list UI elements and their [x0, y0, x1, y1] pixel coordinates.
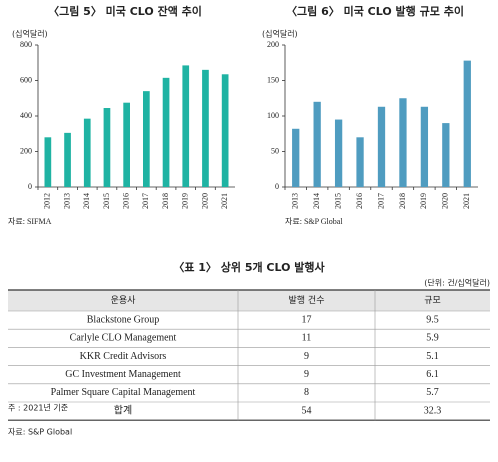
y-tick-label: 200	[20, 146, 32, 155]
bar	[463, 60, 471, 188]
x-tick-label: 2013	[62, 193, 71, 209]
bar	[221, 74, 229, 187]
y-axis-label: (십억달러)	[12, 29, 48, 39]
y-tick-label: 600	[20, 75, 32, 84]
x-tick-label: 2012	[43, 193, 52, 209]
table-cell: 8	[304, 387, 309, 398]
table-cell: 5.9	[426, 333, 439, 344]
x-tick-label: 2014	[82, 193, 91, 209]
y-tick-label: 800	[20, 40, 32, 49]
table-header-cell: 운용사	[111, 295, 137, 306]
bar	[162, 77, 170, 187]
table-cell: 11	[302, 333, 312, 344]
table-cell: Carlyle CLO Management	[70, 333, 177, 344]
table-cell: KKR Credit Advisors	[80, 351, 167, 362]
table-cell: 6.1	[426, 369, 439, 380]
bar	[202, 69, 209, 187]
source: 자료: SIFMA	[8, 217, 52, 226]
x-tick-label: 2019	[419, 193, 428, 209]
x-tick-label: 2018	[161, 193, 170, 209]
bar	[313, 101, 321, 187]
table-header-bg	[8, 290, 490, 311]
bar	[83, 118, 91, 187]
note: 자료: S&P Global	[8, 428, 72, 437]
table-cell: 5.1	[426, 351, 439, 362]
bar	[64, 132, 71, 187]
chart-title: 〈그림 5〉 미국 CLO 잔액 추이	[48, 4, 202, 18]
bar	[44, 137, 52, 187]
y-tick-label: 400	[20, 111, 32, 120]
x-tick-label: 2016	[121, 193, 130, 209]
y-tick-label: 50	[271, 146, 279, 155]
bar	[442, 123, 450, 187]
x-tick-label: 2019	[181, 193, 190, 209]
table-cell: 합계	[114, 404, 132, 416]
table-cell: 54	[302, 405, 312, 416]
bar	[356, 137, 364, 187]
y-tick-label: 0	[28, 182, 32, 191]
table-cell: Blackstone Group	[87, 314, 160, 325]
x-tick-label: 2020	[200, 193, 209, 209]
x-tick-label: 2021	[462, 193, 471, 209]
x-tick-label: 2015	[102, 193, 111, 209]
x-tick-label: 2017	[141, 193, 150, 209]
table-header-cell: 발행 건수	[289, 294, 325, 306]
table-unit: (단위: 건/십억달러)	[424, 278, 490, 288]
y-tick-label: 100	[267, 111, 279, 120]
table-header-cell: 규모	[424, 295, 441, 306]
bar	[123, 102, 130, 187]
table-cell: 9	[304, 369, 309, 380]
y-axis-label: (십억달러)	[262, 29, 298, 39]
bar	[292, 128, 300, 187]
bar	[420, 106, 429, 187]
source: 자료: S&P Global	[285, 217, 343, 226]
x-tick-label: 2014	[312, 193, 321, 209]
bar	[399, 98, 407, 187]
table-cell: 9	[304, 351, 309, 362]
y-tick-label: 200	[267, 40, 279, 49]
x-tick-label: 2017	[376, 193, 385, 209]
bar	[334, 119, 343, 187]
note: 주 : 2021년 기준	[8, 403, 68, 413]
table-cell: 5.7	[426, 387, 439, 398]
y-tick-label: 0	[275, 182, 279, 191]
x-tick-label: 2018	[398, 193, 407, 209]
x-tick-label: 2020	[441, 193, 450, 209]
table-title: 〈표 1〉 상위 5개 CLO 발행사	[173, 260, 325, 274]
bar	[377, 106, 386, 187]
y-tick-label: 150	[267, 75, 279, 84]
bar	[143, 91, 150, 187]
x-tick-label: 2015	[333, 193, 342, 209]
x-tick-label: 2021	[220, 193, 229, 209]
table-cell: GC Investment Management	[65, 369, 181, 380]
x-tick-label: 2013	[291, 193, 300, 209]
table-cell: Palmer Square Capital Management	[51, 387, 196, 398]
bar	[103, 108, 111, 187]
table-cell: 32.3	[424, 405, 442, 416]
chart-title: 〈그림 6〉 미국 CLO 발행 규모 추이	[286, 4, 464, 18]
table-cell: 17	[302, 314, 312, 325]
x-tick-label: 2016	[355, 193, 364, 209]
table-cell: 9.5	[426, 314, 439, 325]
bar	[182, 65, 190, 187]
